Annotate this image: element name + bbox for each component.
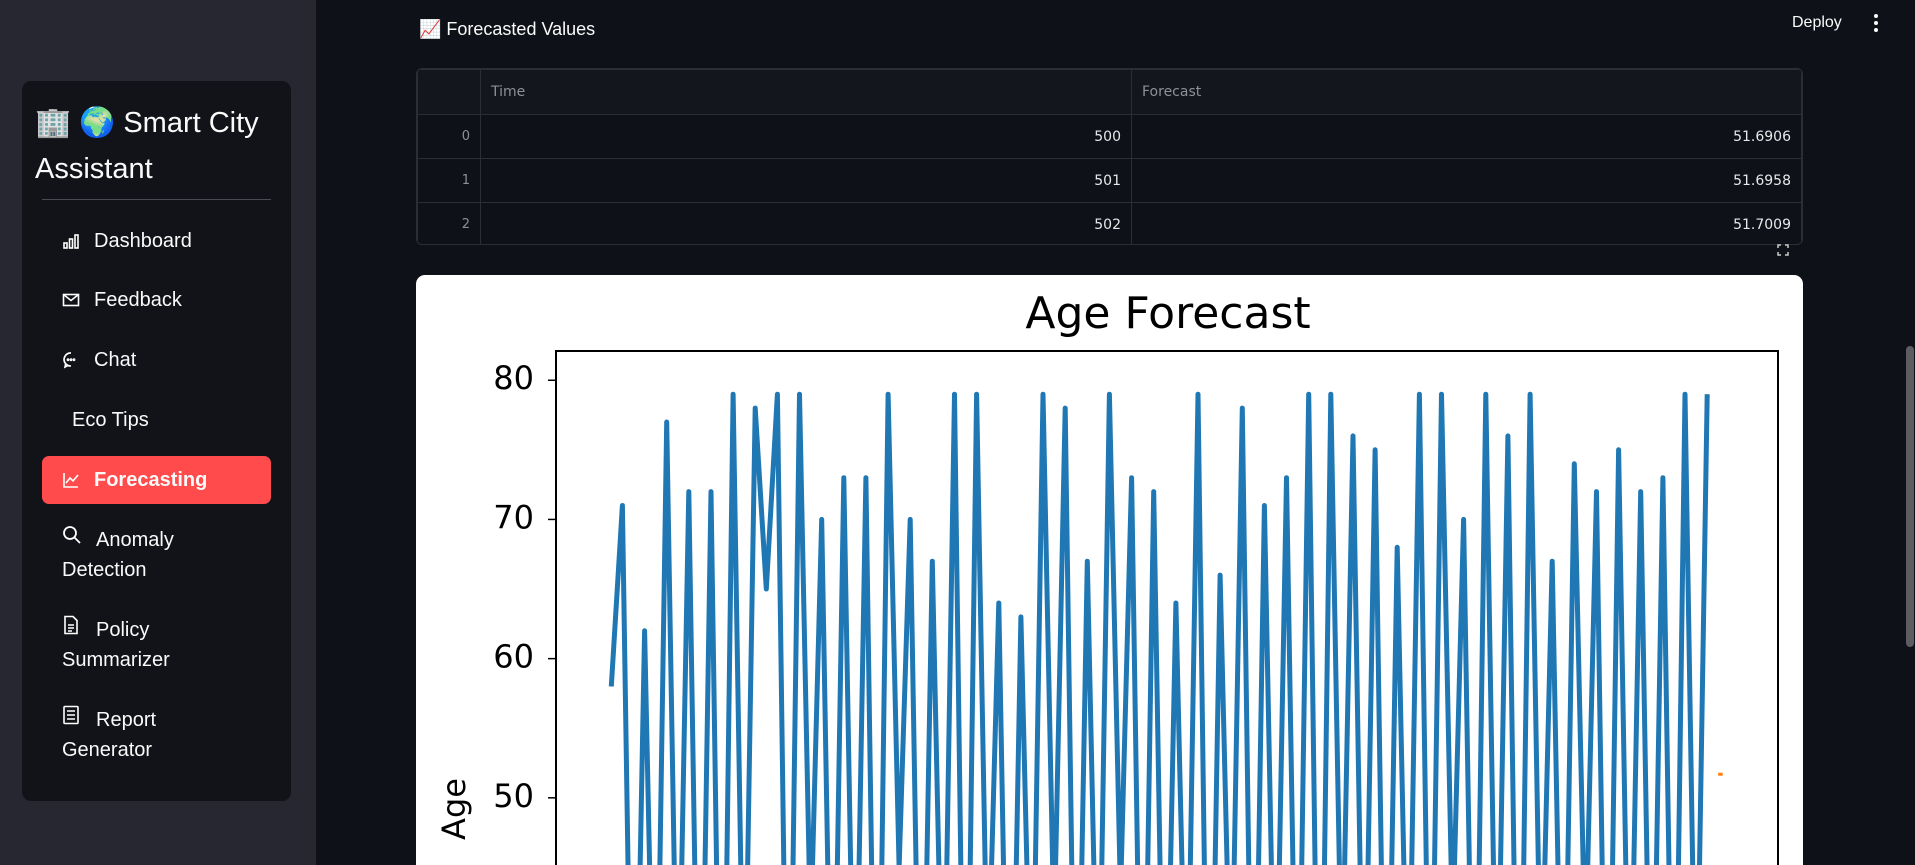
column-header[interactable]: Time	[480, 69, 1132, 115]
nav-label[interactable]: Forecasting	[94, 469, 208, 491]
column-header[interactable]: Forecast	[1131, 69, 1802, 115]
nav-item[interactable]: Forecasting	[62, 465, 207, 495]
nav-label[interactable]: Chat	[94, 349, 137, 371]
sidebar-card	[22, 81, 291, 801]
row: 1 501 51.6958	[417, 158, 1802, 203]
divider	[42, 199, 271, 200]
deploy-button[interactable]: Deploy	[1792, 14, 1842, 31]
section-title: 📈 Forecasted Values	[419, 19, 596, 39]
nav-label[interactable]: Report Generator	[62, 709, 157, 761]
y-tick-label: 50	[493, 777, 534, 815]
nav-label[interactable]: Eco Tips	[72, 409, 149, 431]
nav-item[interactable]: Dashboard	[62, 226, 192, 256]
row-index: 2	[417, 202, 481, 244]
nav-label[interactable]: Policy Summarizer	[62, 619, 170, 671]
chart-card: Age Forecast Age 50 60 70 80	[416, 275, 1803, 865]
nav-label[interactable]: Anomaly Detection	[62, 529, 174, 581]
fullscreen-button[interactable]	[1776, 243, 1790, 257]
row-index: 1	[417, 158, 481, 203]
app-title: 🏢 🌍 Smart City Assistant	[35, 107, 259, 185]
row-index: 0	[417, 114, 481, 159]
nav-item[interactable]: Policy Summarizer	[62, 615, 262, 675]
axes-frame	[555, 350, 1779, 865]
row: 0 500 51.6906	[417, 114, 1802, 159]
cell: 51.7009	[1131, 202, 1802, 244]
index-header	[417, 69, 481, 115]
nav-item[interactable]: Feedback	[62, 285, 182, 315]
row: 2 502 51.7009	[417, 202, 1802, 244]
chart: Age Forecast Age 50 60 70 80	[435, 288, 1779, 865]
chart-title: Age Forecast	[1025, 288, 1310, 339]
cell: 51.6958	[1131, 158, 1802, 203]
y-tick-label: 70	[493, 498, 534, 536]
nav-item[interactable]: Anomaly Detection	[62, 525, 262, 585]
nav-item[interactable]: Report Generator	[62, 705, 262, 765]
cell: 51.6906	[1131, 114, 1802, 159]
nav-item[interactable]: Chat	[62, 345, 136, 375]
data-table: Time Forecast 0 500 51.6906 1 501 51.6958 2 50…	[416, 68, 1803, 245]
scrollbar[interactable]	[1906, 346, 1914, 647]
y-tick-label: 60	[493, 638, 534, 676]
line	[608, 391, 1710, 865]
nav-item[interactable]: Eco Tips	[72, 405, 149, 435]
nav-label[interactable]: Feedback	[94, 289, 182, 311]
cell: 502	[480, 202, 1132, 244]
table: Time Forecast 0 500 51.6906 1 501 51.6958 2 50…	[417, 69, 1802, 244]
header-row: Time Forecast	[417, 69, 1802, 115]
menu-button[interactable]	[1872, 13, 1880, 33]
cell: 500	[480, 114, 1132, 159]
cell: 501	[480, 158, 1132, 203]
nav-label[interactable]: Dashboard	[94, 230, 192, 252]
y-axis-label: Age	[435, 778, 473, 840]
active-nav-bg[interactable]	[42, 456, 271, 504]
y-tick-label: 80	[493, 359, 534, 397]
